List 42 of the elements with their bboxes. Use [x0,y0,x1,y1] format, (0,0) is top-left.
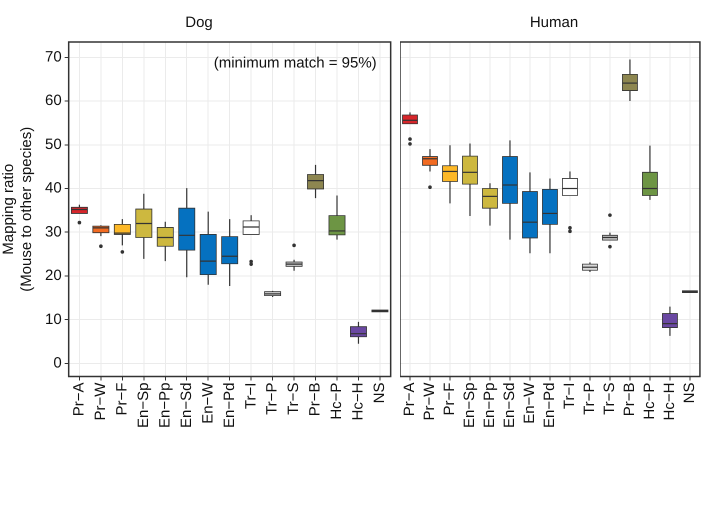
x-tick-label: Pr−A [401,382,418,416]
x-tick-label: Tr−I [242,382,260,410]
x-tick-label: Hc−P [328,382,346,420]
annotation: (minimum match = 95%) [214,54,377,72]
x-tick-label: Pr−W [421,382,438,420]
x-tick-label: Pr−F [113,382,130,416]
x-tick-label: NS [371,382,388,404]
x-tick-label: En−W [199,382,216,424]
y-tick-label: 50 [44,136,62,153]
x-tick-label: NS [681,382,698,404]
x-tick-label: Tr−P [581,382,598,415]
x-tick-label: Pr−B [306,382,324,416]
x-tick-label: En−Sd [501,382,518,428]
x-tick-label: En−Sd [178,382,195,428]
x-tick-label: Hc−P [641,382,658,420]
y-tick-label: 70 [44,48,62,66]
x-tick-label: En−Sp [461,382,478,428]
x-tick-label: Pr−A [70,382,88,416]
x-tick-label: Tr−S [285,382,302,415]
x-tick-label: Hc−H [350,382,367,420]
x-tick-label: Pr−F [441,382,458,416]
y-tick-label: 0 [53,354,62,372]
x-tick-label: Tr−S [601,382,618,415]
y-tick-label: 40 [44,180,62,197]
x-tick-label: Tr−P [264,382,281,415]
chart-title: Dog [185,14,213,32]
y-tick-label: 10 [44,310,62,328]
x-tick-label: En−W [521,382,538,424]
x-tick-label: En−Sp [134,382,152,428]
x-tick-label: En−Pp [156,382,174,428]
x-tick-label: Pr−B [621,382,638,416]
chart-title: Human [530,14,578,32]
y-tick-label: 20 [44,267,62,284]
x-tick-label: En−Pd [541,382,558,428]
x-tick-label: Tr−I [561,382,578,410]
x-tick-label: Hc−H [661,382,678,420]
y-tick-label: 60 [44,92,62,110]
y-axis-title: Mapping ratio (Mouse to other species) [0,126,36,292]
x-tick-label: En−Pp [481,382,498,428]
y-tick-label: 30 [44,223,62,240]
x-tick-label: Pr−W [92,382,110,420]
x-tick-label: En−Pd [220,382,238,428]
